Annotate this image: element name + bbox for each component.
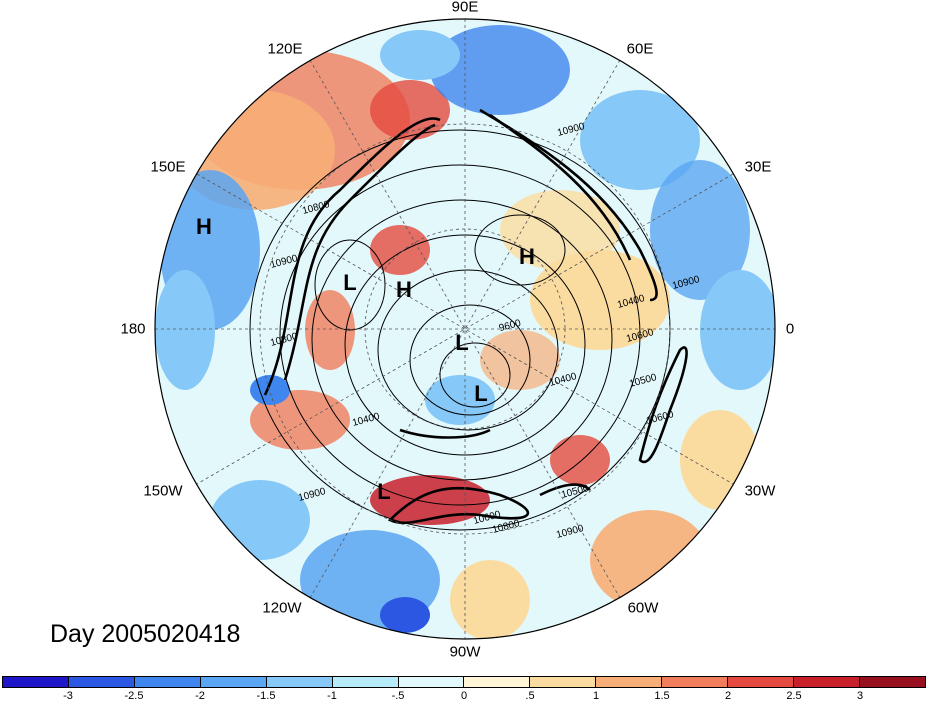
colorbar-tick-label: 2 xyxy=(724,690,732,702)
colorbar-segment xyxy=(68,677,135,687)
colorbar-segment xyxy=(530,677,597,687)
colorbar-segment xyxy=(794,677,860,687)
jet-contours xyxy=(263,108,688,525)
low-pressure-marker: L xyxy=(455,330,469,355)
colorbar-tick-label: -.5 xyxy=(391,690,405,702)
colorbar-tick-label: 1 xyxy=(592,690,600,702)
colorbar-tick-label: 0 xyxy=(460,690,468,702)
colorbar-segment xyxy=(332,677,399,687)
colorbar-segment xyxy=(662,677,729,687)
colorbar-tick-label: -1.5 xyxy=(256,690,276,702)
lon-label-150e: 150E xyxy=(150,158,186,176)
colorbar-segment xyxy=(134,677,201,687)
lon-label-0: 0 xyxy=(785,320,795,338)
low-pressure-marker: L xyxy=(377,479,391,504)
colorbar-tick-label: 3 xyxy=(856,690,864,702)
colorbar-segment xyxy=(728,677,795,687)
high-pressure-marker: H xyxy=(396,277,412,302)
colorbar-segment xyxy=(596,677,663,687)
lon-label-180: 180 xyxy=(120,320,146,338)
high-pressure-marker: H xyxy=(519,244,535,269)
low-pressure-marker: L xyxy=(474,381,488,406)
colorbar-tick-label: -2.5 xyxy=(124,690,144,702)
lon-label-90e: 90E xyxy=(451,0,479,16)
colorbar-tick-label: -2 xyxy=(195,690,205,702)
lon-label-30w: 30W xyxy=(744,482,776,500)
colorbar xyxy=(2,676,926,688)
colorbar-segment xyxy=(3,677,69,687)
low-pressure-marker: L xyxy=(343,270,357,295)
lon-label-150w: 150W xyxy=(143,482,183,500)
colorbar-tick-label: -1 xyxy=(327,690,337,702)
colorbar-segment xyxy=(398,677,465,687)
lon-label-60w: 60W xyxy=(627,599,659,617)
colorbar-segment xyxy=(200,677,267,687)
colorbar-segment xyxy=(464,677,531,687)
lon-label-90w: 90W xyxy=(449,643,481,661)
colorbar-tick-label: 2.5 xyxy=(786,690,802,702)
lon-label-120e: 120E xyxy=(267,40,303,58)
map-border xyxy=(154,18,776,640)
lon-label-30e: 30E xyxy=(744,158,772,176)
lon-label-120w: 120W xyxy=(262,599,302,617)
colorbar-segment xyxy=(859,677,925,687)
high-pressure-marker: H xyxy=(196,214,212,239)
colorbar-tick-label: .5 xyxy=(525,690,535,702)
lon-label-60e: 60E xyxy=(626,40,654,58)
graticule xyxy=(155,19,775,639)
day-label: Day 2005020418 xyxy=(50,620,241,648)
colorbar-tick-label: -3 xyxy=(63,690,73,702)
colorbar-tick-label: 1.5 xyxy=(654,690,670,702)
colorbar-segment xyxy=(266,677,333,687)
